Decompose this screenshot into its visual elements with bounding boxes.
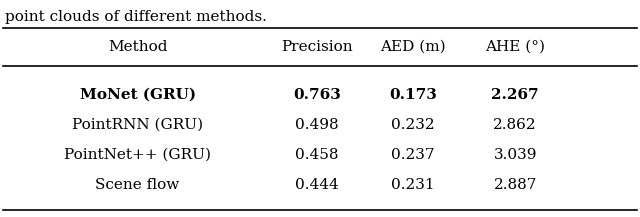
Text: 0.232: 0.232 xyxy=(391,118,435,132)
Text: Precision: Precision xyxy=(281,40,353,54)
Text: 2.267: 2.267 xyxy=(492,88,539,102)
Text: 0.763: 0.763 xyxy=(293,88,340,102)
Text: 0.458: 0.458 xyxy=(295,148,339,162)
Text: 3.039: 3.039 xyxy=(493,148,537,162)
Text: 0.444: 0.444 xyxy=(295,178,339,192)
Text: Method: Method xyxy=(108,40,167,54)
Text: point clouds of different methods.: point clouds of different methods. xyxy=(5,10,267,24)
Text: MoNet (GRU): MoNet (GRU) xyxy=(79,88,196,102)
Text: 0.498: 0.498 xyxy=(295,118,339,132)
Text: AHE (°): AHE (°) xyxy=(485,40,545,54)
Text: AED (m): AED (m) xyxy=(380,40,445,54)
Text: PointNet++ (GRU): PointNet++ (GRU) xyxy=(64,148,211,162)
Text: 0.173: 0.173 xyxy=(389,88,436,102)
Text: 2.887: 2.887 xyxy=(493,178,537,192)
Text: 2.862: 2.862 xyxy=(493,118,537,132)
Text: Scene flow: Scene flow xyxy=(95,178,180,192)
Text: PointRNN (GRU): PointRNN (GRU) xyxy=(72,118,203,132)
Text: 0.231: 0.231 xyxy=(391,178,435,192)
Text: 0.237: 0.237 xyxy=(391,148,435,162)
